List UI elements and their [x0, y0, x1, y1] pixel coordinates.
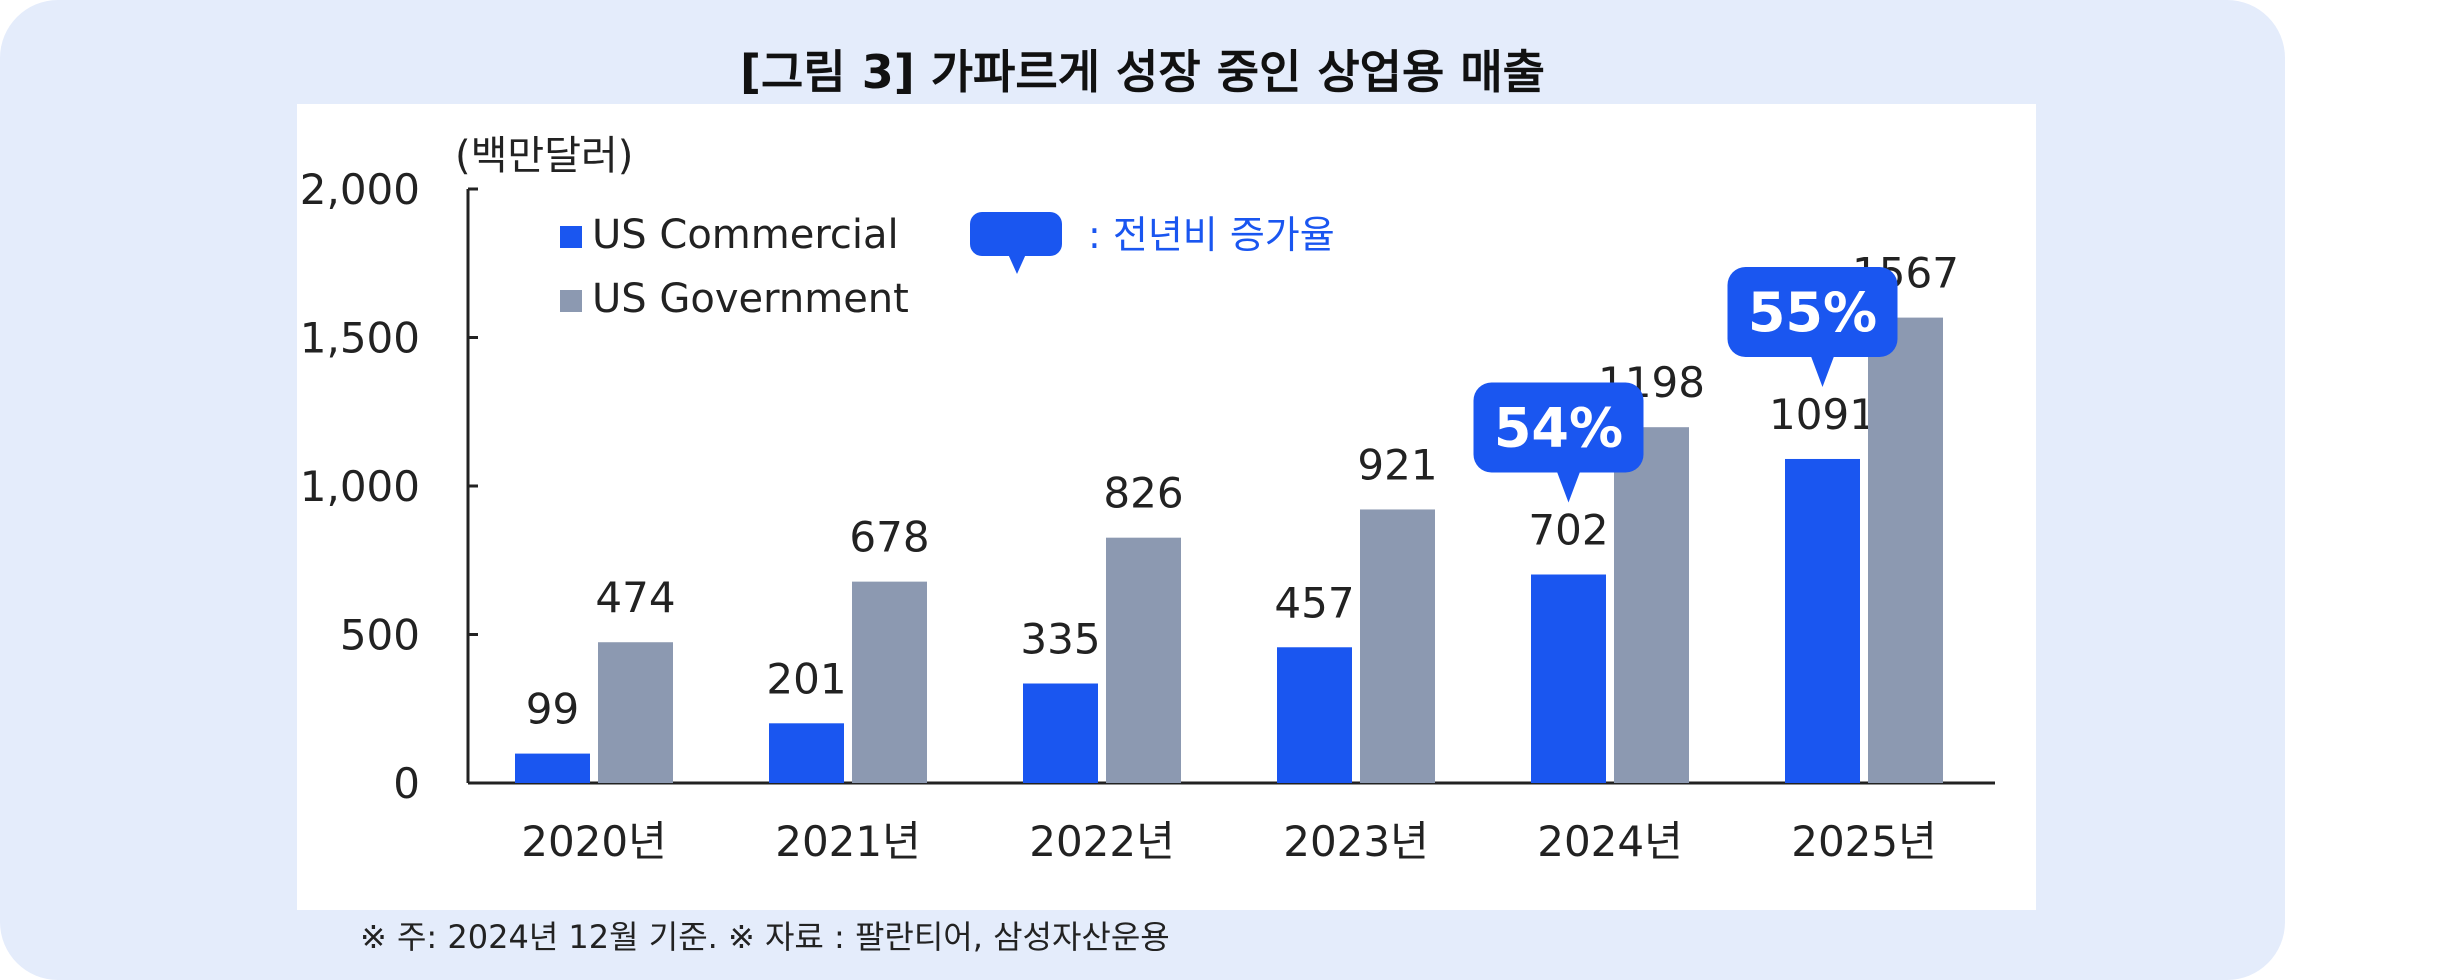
- legend-swatch-commercial: [560, 226, 582, 248]
- bar-value-label: 335: [1020, 615, 1100, 664]
- bar-us-government: [1868, 317, 1943, 783]
- growth-callout-tail: [1556, 470, 1581, 503]
- growth-callout-tail: [1810, 354, 1835, 387]
- legend-growth-label: : 전년비 증가율: [1088, 213, 1335, 257]
- growth-callout-label: 55%: [1748, 281, 1877, 344]
- bar-us-government: [598, 642, 673, 783]
- bar-value-label: 826: [1103, 469, 1183, 518]
- growth-callout-bubble: [1727, 266, 1898, 357]
- bar-us-government: [1106, 537, 1181, 783]
- chart-title: [그림 3] 가파르게 성장 중인 상업용 매출: [740, 45, 1545, 99]
- x-tick-label: 2020년: [521, 817, 667, 866]
- growth-callout-label: 54%: [1494, 397, 1623, 460]
- bar-value-label: 1091: [1769, 390, 1876, 439]
- bar-us-commercial: [1531, 574, 1606, 783]
- bar-us-commercial: [1785, 458, 1860, 783]
- x-tick-label: 2025년: [1791, 817, 1937, 866]
- bar-us-commercial: [769, 723, 844, 783]
- bar-value-label: 678: [849, 513, 929, 562]
- bar-us-government: [852, 581, 927, 783]
- bar-us-commercial: [1023, 683, 1098, 783]
- x-tick-label: 2021년: [775, 817, 921, 866]
- legend-growth-bubble: [970, 212, 1062, 256]
- bar-us-government: [1360, 509, 1435, 783]
- y-tick-label: 500: [340, 611, 420, 660]
- legend-growth-bubble-tail: [1008, 254, 1026, 274]
- y-tick-label: 1,500: [300, 314, 420, 363]
- bar-value-label: 99: [526, 685, 579, 734]
- y-tick-label: 0: [393, 759, 420, 808]
- x-tick-label: 2024년: [1537, 817, 1683, 866]
- y-tick-label: 2,000: [300, 165, 420, 214]
- bar-value-label: 474: [595, 573, 675, 622]
- bar-value-label: 921: [1357, 440, 1437, 489]
- bar-us-commercial: [515, 753, 590, 783]
- legend-swatch-government: [560, 290, 582, 312]
- bar-value-label: 201: [766, 654, 846, 703]
- y-tick-label: 1,000: [300, 462, 420, 511]
- bar-us-commercial: [1277, 647, 1352, 783]
- x-tick-label: 2022년: [1029, 817, 1175, 866]
- y-axis-label: (백만달러): [455, 133, 633, 179]
- growth-callout-bubble: [1473, 382, 1644, 473]
- bar-us-government: [1614, 427, 1689, 783]
- bar-value-label: 457: [1274, 578, 1354, 627]
- legend-label: US Government: [592, 276, 909, 322]
- source-note: ※ 주: 2024년 12월 기준. ※ 자료 : 팔란티어, 삼성자산운용: [360, 918, 1170, 956]
- bar-value-label: 702: [1528, 506, 1608, 555]
- x-tick-label: 2023년: [1283, 817, 1429, 866]
- legend-label: US Commercial: [592, 212, 899, 258]
